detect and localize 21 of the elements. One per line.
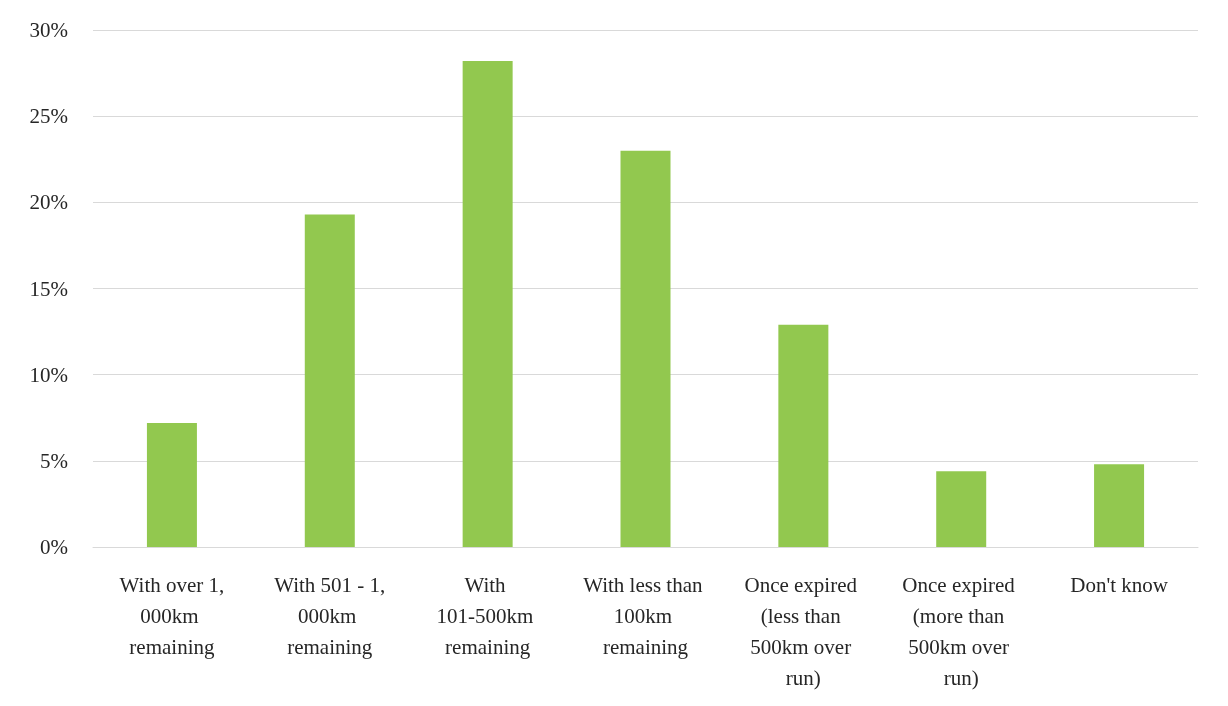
- y-tick-label: 10%: [29, 362, 68, 387]
- bar: [146, 422, 197, 547]
- bar: [462, 61, 513, 547]
- bar: [778, 324, 829, 547]
- y-tick-label: 15%: [29, 276, 68, 301]
- y-tick-label: 5%: [40, 448, 68, 473]
- bar: [304, 214, 355, 547]
- x-tick-label: Once expired (more than 500km over run): [902, 572, 1021, 690]
- x-tick-label: With over 1,000km remaining: [119, 572, 225, 659]
- bar: [936, 471, 987, 547]
- y-tick-label: 30%: [29, 18, 68, 42]
- x-tick-label: With less than 100km remaining: [583, 572, 708, 659]
- bar: [620, 150, 671, 547]
- y-tick-label: 0%: [40, 535, 68, 559]
- x-tick-label: Once expired (less than 500km over run): [744, 572, 863, 690]
- x-tick-label: With 501 - 1,000km remaining: [274, 572, 386, 659]
- x-tick-label: With 101-500km remaining: [436, 572, 539, 659]
- x-tick-label: Don't know: [1070, 572, 1169, 597]
- y-tick-label: 25%: [29, 104, 68, 129]
- bar: [1094, 464, 1145, 547]
- y-tick-label: 20%: [29, 190, 68, 215]
